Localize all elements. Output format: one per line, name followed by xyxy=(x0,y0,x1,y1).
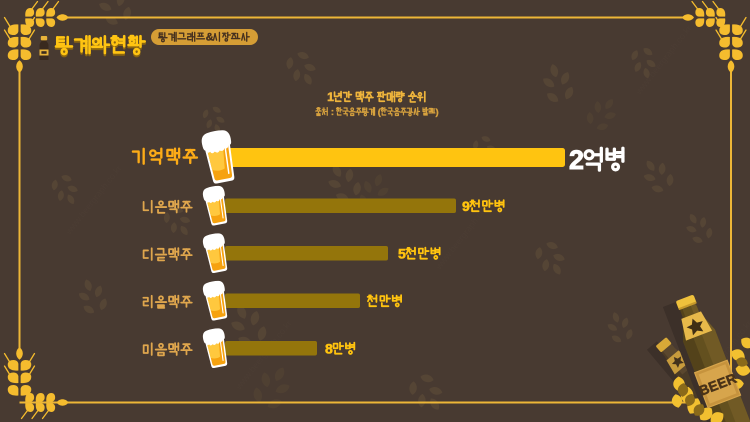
svg-text:): ) xyxy=(436,106,439,117)
svg-text:1: 1 xyxy=(327,90,334,104)
svg-text:(: ( xyxy=(378,106,382,117)
svg-text:2: 2 xyxy=(569,145,584,175)
svg-text:&: & xyxy=(206,32,214,44)
svg-text:5: 5 xyxy=(398,246,406,262)
svg-text::: : xyxy=(331,106,334,117)
svg-text:9: 9 xyxy=(462,198,470,214)
svg-text:8: 8 xyxy=(325,341,333,357)
